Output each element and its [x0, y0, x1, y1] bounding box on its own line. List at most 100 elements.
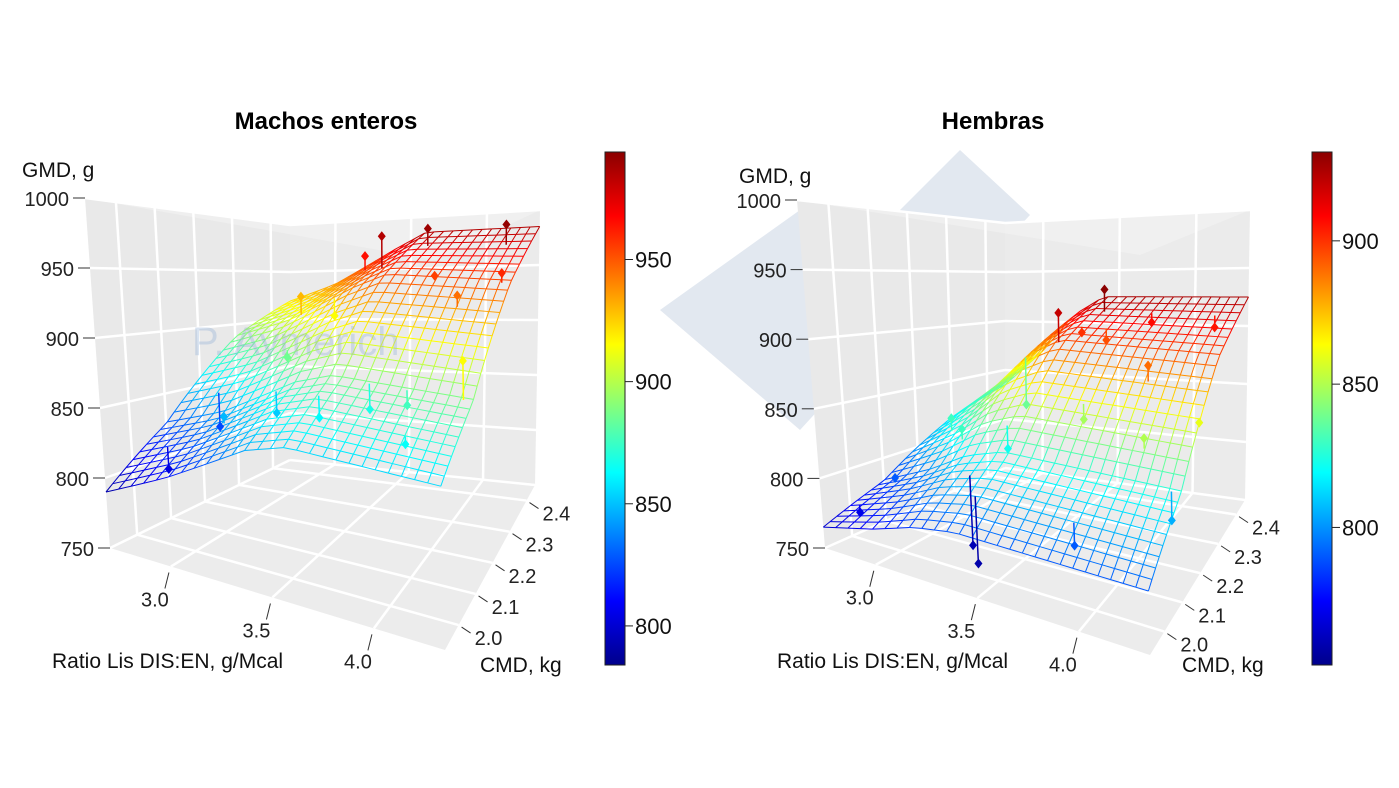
- surface-mesh-segment: [366, 456, 380, 461]
- surface-mesh-segment: [1042, 460, 1055, 464]
- surface-mesh-segment: [466, 241, 473, 250]
- surface-mesh-segment: [1114, 432, 1126, 436]
- surface-mesh-segment: [963, 430, 971, 441]
- surface-mesh-segment: [1167, 400, 1173, 414]
- surface-mesh-segment: [247, 413, 255, 422]
- surface-mesh-segment: [155, 472, 163, 481]
- surface-mesh-segment: [1111, 329, 1119, 338]
- surface-mesh-segment: [300, 432, 307, 442]
- surface-mesh-segment: [1068, 532, 1074, 544]
- surface-mesh-segment: [462, 309, 468, 321]
- surface-mesh-segment: [986, 409, 999, 415]
- surface-mesh-segment: [1038, 350, 1050, 357]
- surface-mesh-segment: [1015, 484, 1028, 489]
- surface-mesh-segment: [1077, 320, 1084, 328]
- surface-mesh-segment: [1180, 430, 1186, 446]
- surface-mesh-segment: [295, 441, 302, 451]
- surface-mesh-segment: [469, 399, 474, 410]
- surface-mesh-segment: [242, 431, 250, 440]
- surface-mesh-segment: [958, 524, 966, 535]
- surface-mesh-segment: [1095, 473, 1102, 484]
- surface-mesh-segment: [1058, 506, 1071, 511]
- surface-mesh-segment: [433, 431, 447, 435]
- surface-mesh-segment: [1137, 330, 1148, 333]
- surface-mesh-segment: [247, 406, 261, 412]
- surface-mesh-segment: [1157, 340, 1164, 350]
- surface-mesh-segment: [231, 390, 239, 401]
- surface-mesh-segment: [182, 434, 195, 438]
- surface-mesh-segment: [907, 471, 919, 476]
- surface-mesh-segment: [1079, 305, 1090, 312]
- surface-mesh-segment: [447, 276, 459, 279]
- data-point: [1070, 540, 1079, 551]
- surface-mesh-segment: [980, 487, 987, 498]
- surface-mesh-segment: [293, 314, 301, 323]
- surface-mesh-segment: [327, 292, 339, 299]
- surface-mesh-segment: [199, 455, 213, 461]
- surface-mesh-segment: [358, 355, 365, 368]
- surface-mesh-segment: [363, 278, 375, 284]
- surface-mesh-segment: [449, 343, 455, 356]
- surface-mesh-segment: [473, 321, 485, 324]
- surface-mesh-segment: [1041, 370, 1049, 382]
- surface-mesh-segment: [887, 489, 899, 493]
- surface-mesh-segment: [372, 282, 380, 293]
- surface-mesh-segment: [1116, 448, 1122, 463]
- surface-mesh-segment: [150, 459, 163, 463]
- surface-mesh-segment: [1213, 344, 1225, 347]
- surface-mesh-segment: [274, 306, 285, 311]
- data-point: [423, 223, 432, 234]
- surface-mesh-segment: [1177, 444, 1182, 460]
- surface-mesh-segment: [1039, 536, 1045, 547]
- surface-mesh-segment: [486, 228, 493, 236]
- surface-mesh-segment: [1142, 493, 1155, 498]
- surface-mesh-segment: [1111, 354, 1123, 357]
- surface-mesh-segment: [239, 364, 247, 375]
- surface-mesh-segment: [945, 511, 958, 514]
- surface-mesh-segment: [477, 299, 483, 311]
- surface-mesh-segment: [248, 375, 256, 386]
- surface-mesh-segment: [909, 510, 922, 514]
- surface-mesh-segment: [1199, 352, 1210, 355]
- surface-mesh-segment: [1092, 302, 1103, 307]
- surface-mesh-segment: [1160, 398, 1172, 402]
- surface-mesh-segment: [1065, 519, 1079, 524]
- surface-mesh-segment: [1209, 353, 1221, 355]
- surface-mesh-segment: [255, 370, 267, 377]
- surface-mesh-segment: [293, 316, 305, 323]
- surface-mesh-segment: [903, 488, 911, 496]
- surface-mesh-segment: [1036, 392, 1048, 396]
- surface-mesh-segment: [187, 459, 201, 466]
- surface-mesh-segment: [1127, 450, 1133, 465]
- surface-mesh-segment: [1189, 351, 1200, 354]
- surface-mesh-segment: [412, 316, 419, 328]
- surface-mesh-segment: [411, 248, 418, 256]
- surface-mesh-segment: [1185, 430, 1197, 434]
- surface-mesh-segment: [353, 453, 367, 458]
- surface-mesh-segment: [277, 307, 288, 313]
- surface-mesh-segment: [388, 412, 401, 416]
- surface-mesh-segment: [418, 376, 431, 380]
- surface-mesh-segment: [294, 341, 302, 352]
- surface-mesh-segment: [248, 341, 256, 351]
- y-tick-label: 2.2: [509, 566, 537, 588]
- surface-mesh-segment: [956, 486, 963, 496]
- surface-mesh-segment: [269, 338, 282, 345]
- surface-mesh-segment: [303, 414, 317, 418]
- surface-mesh-segment: [1207, 335, 1219, 338]
- surface-mesh-segment: [1070, 439, 1077, 453]
- surface-mesh-segment: [275, 314, 284, 322]
- surface-mesh-segment: [1112, 475, 1124, 479]
- surface-mesh-segment: [460, 297, 472, 300]
- surface-mesh-segment: [1124, 302, 1131, 310]
- surface-mesh-segment: [151, 441, 159, 450]
- surface-mesh-segment: [1020, 475, 1033, 480]
- surface-mesh-segment: [890, 513, 898, 522]
- surface-mesh-segment: [271, 386, 284, 393]
- surface-mesh-segment: [378, 450, 385, 461]
- surface-mesh-segment: [1152, 348, 1159, 360]
- surface-mesh-segment: [248, 396, 261, 402]
- surface-mesh-segment: [1069, 340, 1077, 351]
- surface-mesh-segment: [234, 364, 247, 369]
- surface-mesh-segment: [1138, 383, 1145, 397]
